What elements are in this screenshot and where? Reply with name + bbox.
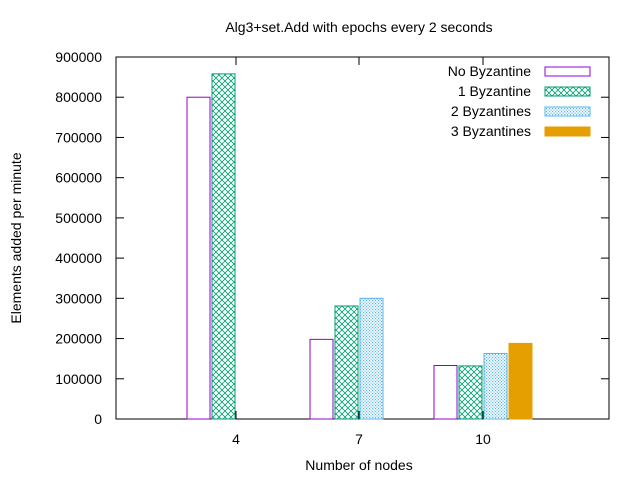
y-tick-label: 900000 xyxy=(55,49,102,65)
y-tick-label: 800000 xyxy=(55,89,102,105)
bar xyxy=(483,352,508,420)
bar xyxy=(433,365,458,420)
bars xyxy=(186,73,533,420)
legend-label: 2 Byzantines xyxy=(451,103,531,119)
y-tick-label: 700000 xyxy=(55,129,102,145)
bar xyxy=(508,342,533,420)
y-tick-label: 200000 xyxy=(55,331,102,347)
x-tick-label: 4 xyxy=(232,431,240,447)
y-axis-ticks: 0 100000 200000 300000 400000 500000 600000 700… xyxy=(55,49,609,427)
x-axis-ticks: 4 7 10 xyxy=(232,57,491,447)
bar xyxy=(359,297,384,420)
y-tick-label: 600000 xyxy=(55,170,102,186)
y-tick-label: 100000 xyxy=(55,371,102,387)
bar xyxy=(186,96,211,420)
bar xyxy=(458,365,483,420)
y-tick-label: 0 xyxy=(94,411,102,427)
legend-label: No Byzantine xyxy=(448,63,531,79)
legend-swatch xyxy=(544,86,591,97)
x-tick-label: 10 xyxy=(475,431,491,447)
legend-swatch xyxy=(544,106,591,117)
legend-swatch xyxy=(544,66,591,77)
legend-label: 3 Byzantines xyxy=(451,123,531,139)
x-axis-label: Number of nodes xyxy=(305,457,412,473)
x-tick-label: 7 xyxy=(355,431,363,447)
y-tick-label: 500000 xyxy=(55,210,102,226)
legend: No Byzantine 1 Byzantine 2 Byzantines 3 Byz… xyxy=(448,63,591,139)
y-tick-label: 400000 xyxy=(55,250,102,266)
bar xyxy=(334,305,359,420)
bar xyxy=(309,338,334,420)
chart-title: Alg3+set.Add with epochs every 2 seconds xyxy=(225,19,492,35)
y-axis-label: Elements added per minute xyxy=(8,152,24,323)
legend-swatch xyxy=(544,126,591,137)
legend-label: 1 Byzantine xyxy=(458,83,531,99)
bar xyxy=(211,73,236,420)
y-tick-label: 300000 xyxy=(55,290,102,306)
